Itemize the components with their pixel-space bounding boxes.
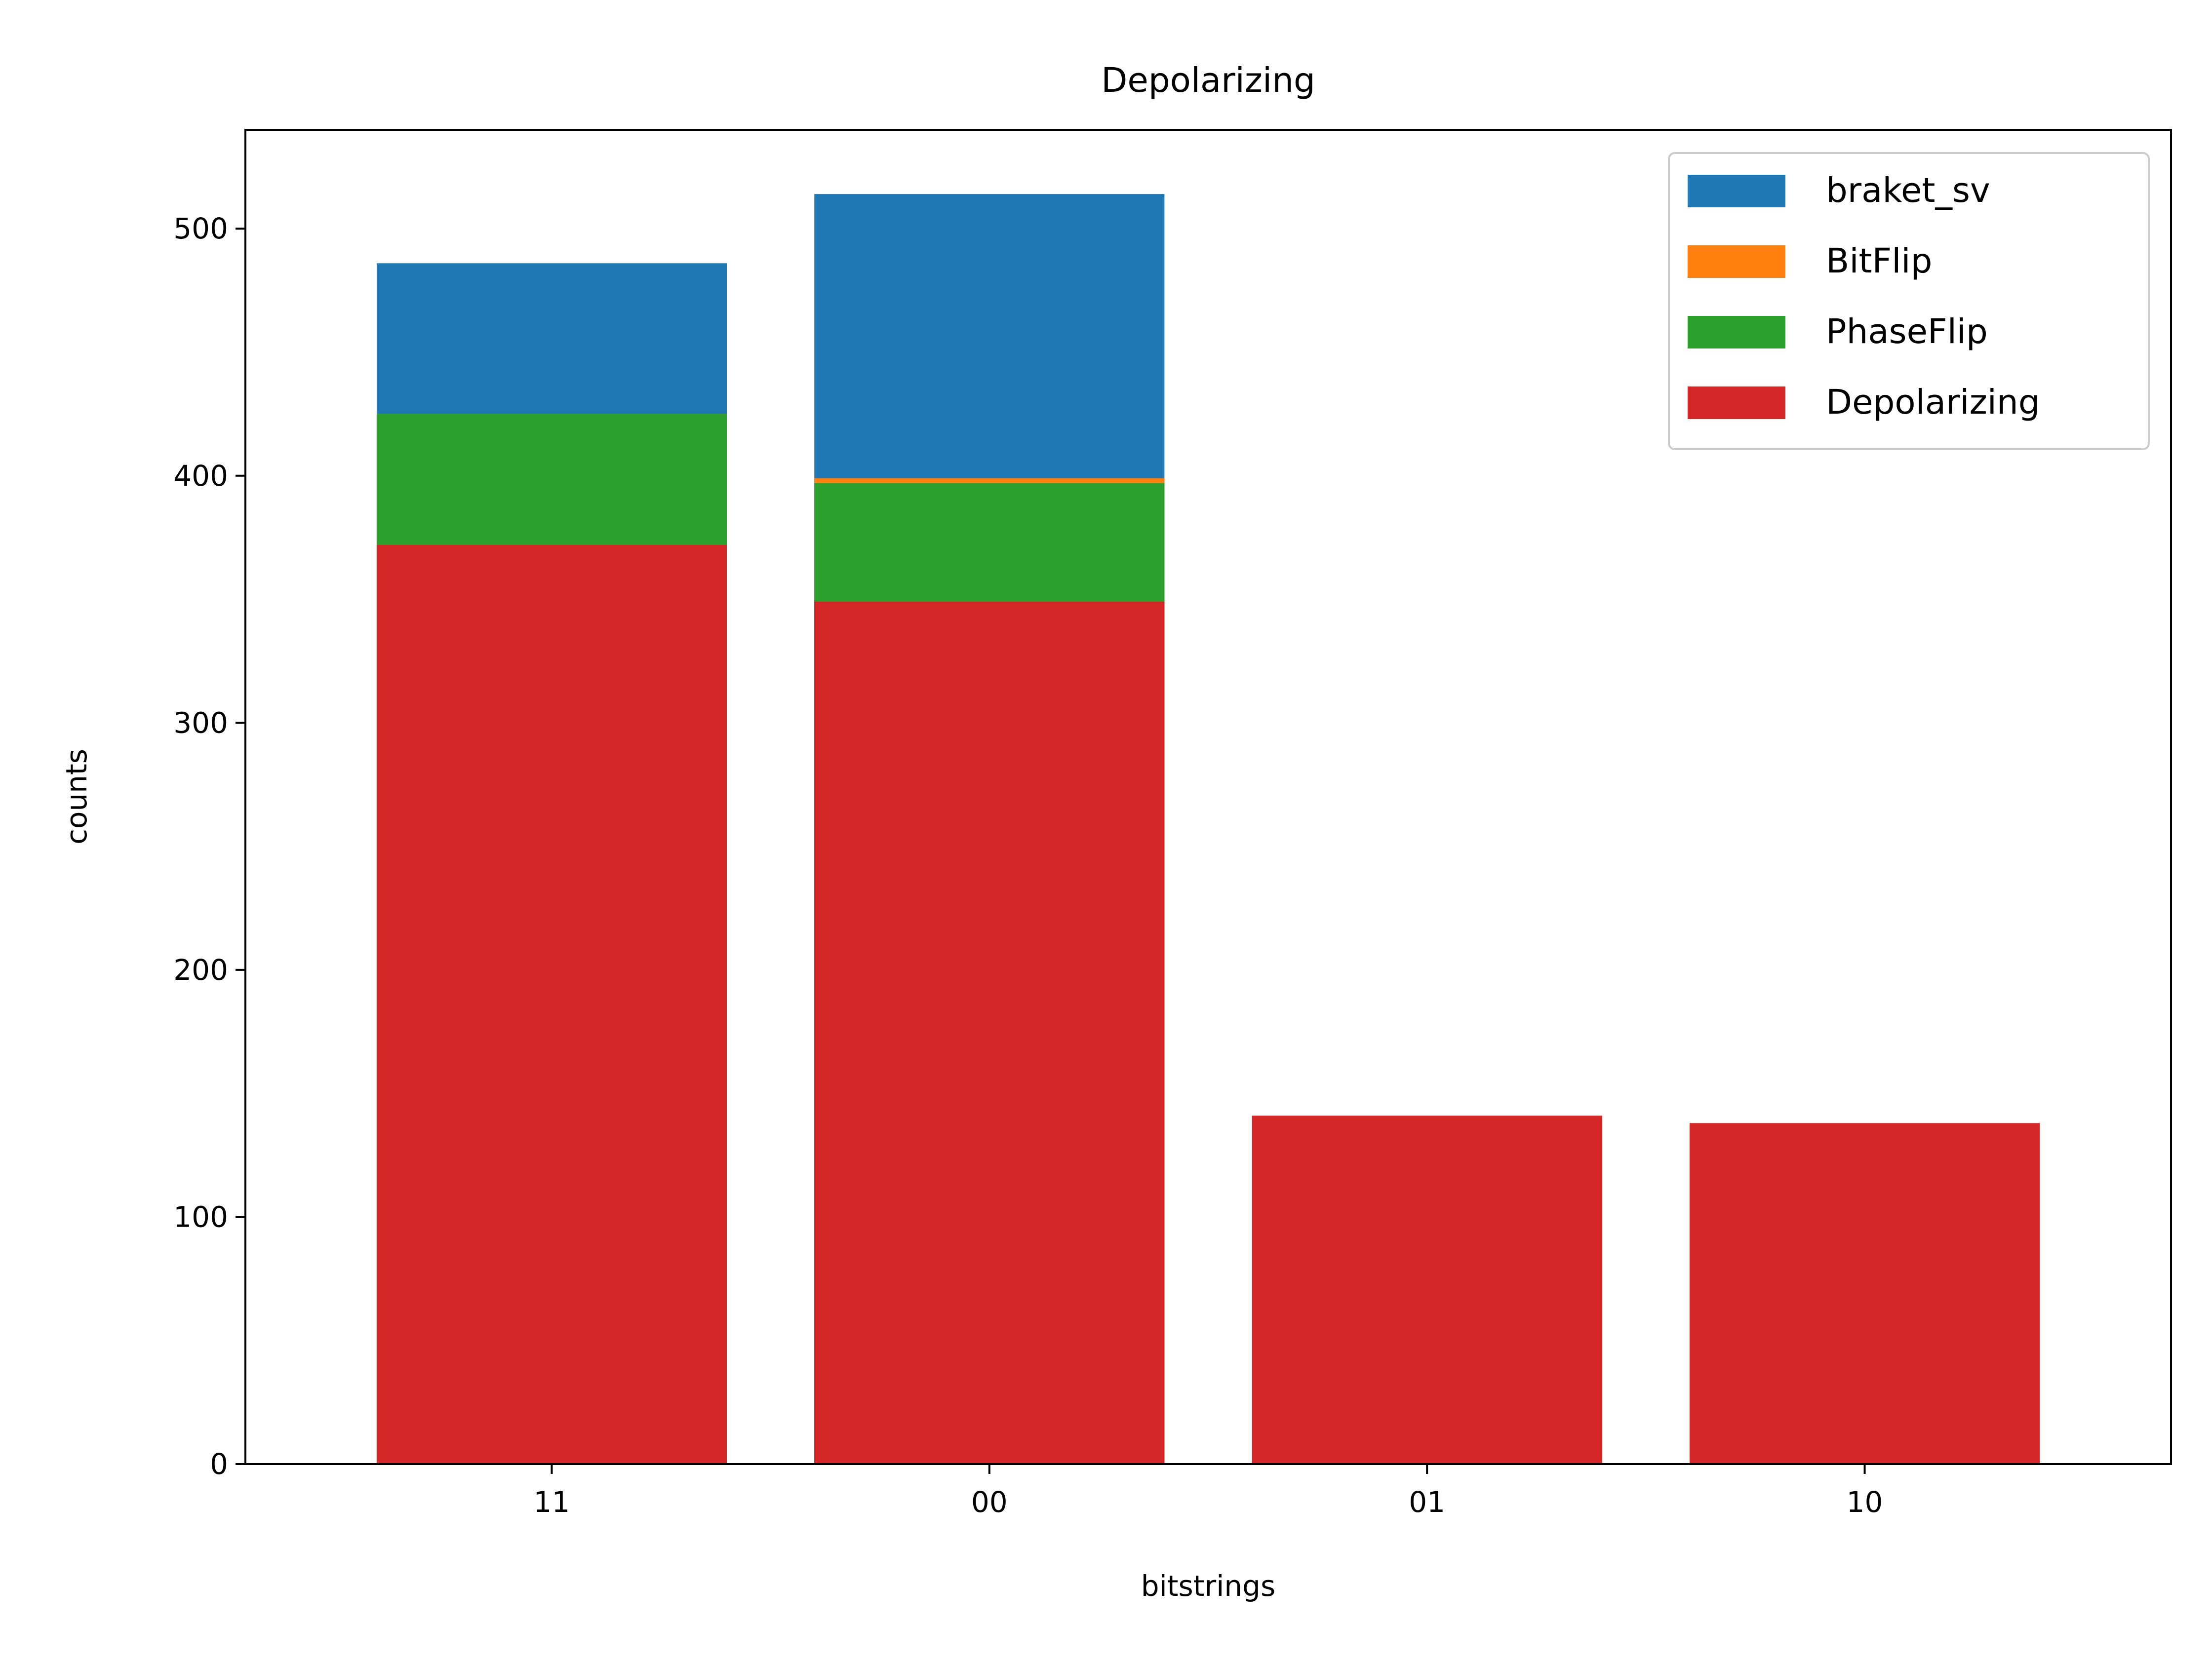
x-tick-label: 01 — [1409, 1485, 1445, 1519]
y-tick-label: 500 — [173, 212, 228, 245]
x-tick-label: 11 — [534, 1485, 570, 1519]
legend: braket_sv BitFlip PhaseFlip Depolarizing — [1668, 152, 2150, 450]
y-tick-label: 400 — [173, 459, 228, 493]
x-tick-label: 10 — [1847, 1485, 1883, 1519]
ticks-layer: 0 100 200 300 400 500 11 00 01 10 — [173, 212, 1883, 1519]
y-tick-label: 200 — [173, 953, 228, 987]
bar-depolarizing-10 — [1690, 1123, 2040, 1464]
legend-label: BitFlip — [1826, 241, 1932, 281]
y-tick-label: 0 — [210, 1447, 228, 1481]
bars-layer — [376, 194, 2040, 1464]
bar-depolarizing-00 — [814, 602, 1165, 1464]
legend-swatch — [1688, 316, 1785, 348]
x-tick-label: 00 — [971, 1485, 1008, 1519]
legend-label: PhaseFlip — [1826, 312, 1988, 351]
x-axis-label: bitstrings — [1141, 1569, 1275, 1603]
legend-swatch — [1688, 386, 1785, 419]
y-tick-label: 300 — [173, 706, 228, 739]
bar-depolarizing-11 — [376, 544, 727, 1464]
legend-label: Depolarizing — [1826, 383, 2040, 422]
y-axis-label: counts — [60, 749, 93, 845]
legend-label: braket_sv — [1826, 171, 1990, 210]
chart-title: Depolarizing — [1101, 61, 1315, 100]
legend-swatch — [1688, 245, 1785, 278]
legend-box — [1668, 152, 2150, 450]
y-tick-label: 100 — [173, 1200, 228, 1234]
legend-swatch — [1688, 175, 1785, 207]
bar-depolarizing-01 — [1252, 1116, 1602, 1464]
plot-frame — [244, 129, 2172, 1465]
